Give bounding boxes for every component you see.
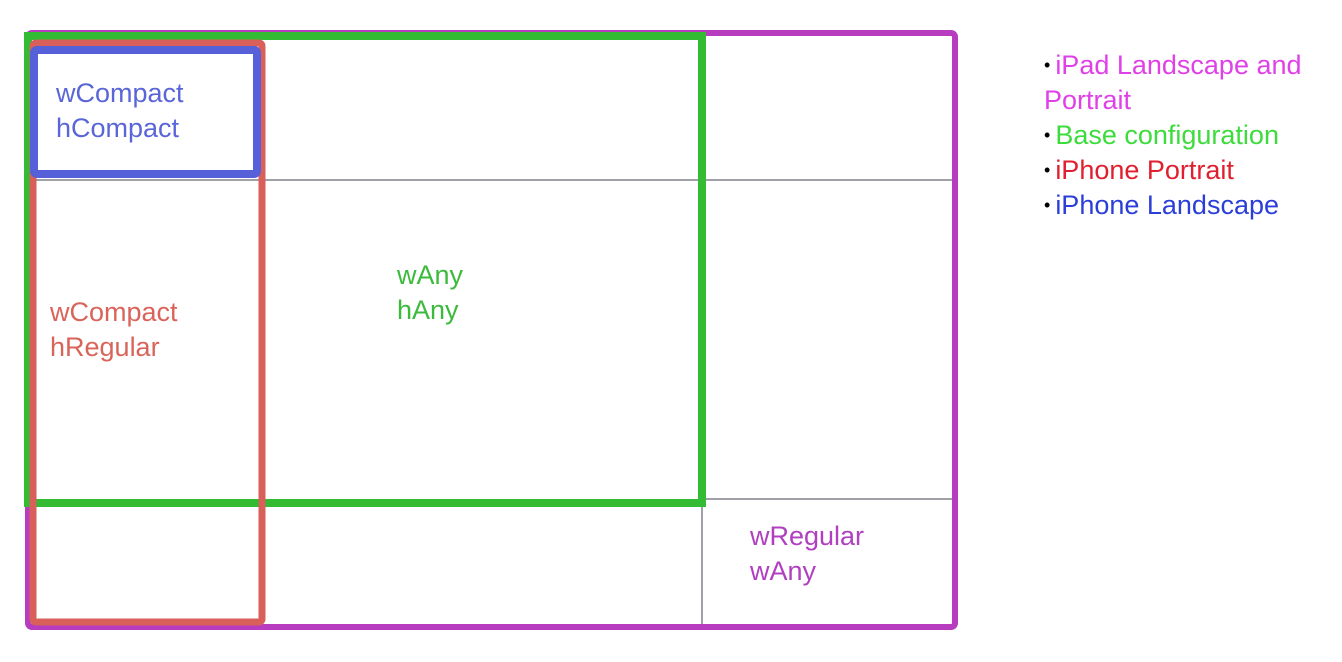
- legend-item-base: • Base configuration: [1044, 118, 1334, 153]
- cell-label-wany-hany: wAny hAny: [397, 258, 463, 328]
- iphone-portrait-frame: [29, 39, 266, 626]
- base-configuration-frame: [24, 32, 706, 507]
- legend-item-text: Base configuration: [1055, 120, 1279, 150]
- legend: • iPad Landscape and Portrait • Base confi…: [1044, 48, 1334, 223]
- cell-label-wcompact-hcompact: wCompact hCompact: [56, 76, 184, 146]
- legend-item-text: iPhone Landscape: [1055, 190, 1279, 220]
- grid-lines: [28, 179, 952, 626]
- cell-label-line-1: wRegular: [750, 521, 865, 551]
- legend-item-iphone-portrait: • iPhone Portrait: [1044, 153, 1334, 188]
- cell-label-wcompact-hregular: wCompact hRegular: [50, 295, 178, 365]
- cell-label-line-2: wAny: [750, 556, 817, 586]
- bullet-icon: •: [1044, 55, 1051, 75]
- legend-item-ipad: • iPad Landscape and Portrait: [1044, 48, 1334, 118]
- bullet-icon: •: [1044, 195, 1051, 215]
- legend-item-text: iPad Landscape and Portrait: [1044, 50, 1302, 115]
- iphone-landscape-frame: [30, 46, 261, 178]
- bullet-icon: •: [1044, 160, 1051, 180]
- cell-label-line-2: hCompact: [56, 113, 180, 143]
- cell-label-line-2: hAny: [397, 295, 459, 325]
- cell-label-line-2: hRegular: [50, 332, 160, 362]
- cell-label-line-1: wCompact: [56, 78, 184, 108]
- legend-item-iphone-landscape: • iPhone Landscape: [1044, 188, 1334, 223]
- cell-label-wregular-wany: wRegular wAny: [750, 519, 864, 589]
- bullet-icon: •: [1044, 125, 1051, 145]
- cell-label-line-1: wCompact: [50, 297, 178, 327]
- legend-item-text: iPhone Portrait: [1055, 155, 1234, 185]
- cell-label-line-1: wAny: [397, 260, 464, 290]
